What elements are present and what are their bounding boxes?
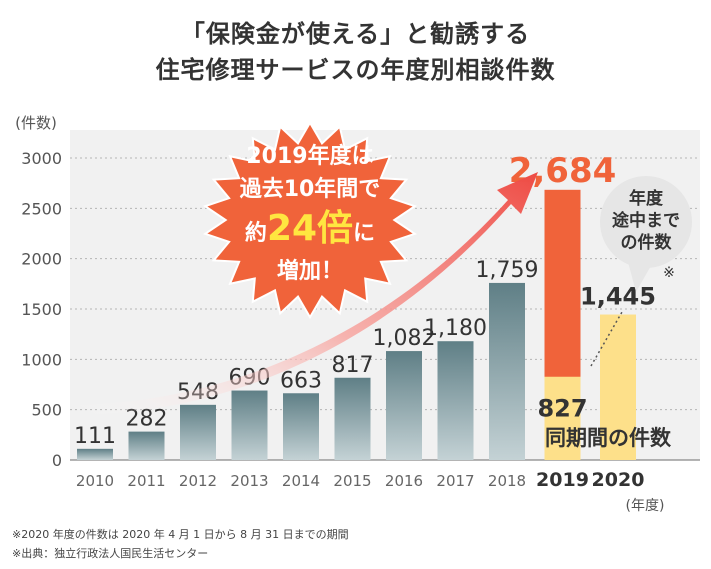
bar-2014 bbox=[283, 393, 319, 460]
bubble-line3: の件数 bbox=[621, 232, 673, 253]
partial-year-bubble: 年度 途中まで の件数 bbox=[600, 176, 692, 292]
x-tick-label-2015: 2015 bbox=[333, 472, 371, 490]
value-label-2014: 663 bbox=[280, 368, 322, 393]
x-tick-label-2020: 2020 bbox=[592, 469, 645, 491]
footnote-period: ※2020 年度の件数は 2020 年 4 月 1 日から 8 月 31 日まで… bbox=[12, 528, 349, 541]
x-tick-label-2011: 2011 bbox=[127, 472, 165, 490]
y-tick-label: 3000 bbox=[21, 149, 62, 168]
starburst-callout bbox=[202, 120, 418, 320]
chart-title-line1: 「保険金が使える」と勧誘する bbox=[180, 20, 531, 48]
y-tick-label: 2000 bbox=[21, 250, 62, 269]
x-tick-label-2019: 2019 bbox=[536, 469, 589, 491]
bar-2010 bbox=[77, 448, 113, 460]
y-tick-label: 1000 bbox=[21, 350, 62, 369]
value-label-2020: 1,445 bbox=[580, 283, 656, 311]
y-tick-label: 500 bbox=[31, 401, 62, 420]
svg-text:約24倍に: 約24倍に bbox=[245, 208, 375, 249]
x-tick-label-2010: 2010 bbox=[76, 472, 114, 490]
bar-2013 bbox=[231, 390, 268, 460]
value-label-2018: 1,759 bbox=[476, 258, 539, 283]
x-tick-label-2013: 2013 bbox=[230, 472, 268, 490]
footnote-source: ※出典：独立行政法人国民生活センター bbox=[12, 547, 209, 560]
value-label-2016: 1,082 bbox=[373, 326, 436, 351]
same-period-label: 同期間の件数 bbox=[545, 426, 672, 450]
y-tick-label: 0 bbox=[52, 451, 62, 470]
x-tick-label-2012: 2012 bbox=[179, 472, 217, 490]
burst-line1: 2019年度は bbox=[246, 143, 373, 169]
bars-layer: 1112010282201154820126902013663201481720… bbox=[74, 151, 656, 491]
chart-title-line2: 住宅修理サービスの年度別相談件数 bbox=[155, 56, 556, 84]
burst-line3-highlight: 24倍 bbox=[267, 208, 353, 249]
burst-line2: 過去10年間で bbox=[240, 176, 381, 202]
burst-line3-prefix: 約 bbox=[245, 220, 267, 246]
value-label-2015: 817 bbox=[332, 353, 374, 378]
bar-2011 bbox=[128, 431, 165, 460]
y-axis-title: (件数) bbox=[15, 114, 57, 132]
x-axis-unit: (年度) bbox=[626, 498, 665, 514]
bar-2016 bbox=[386, 351, 422, 460]
x-tick-label-2018: 2018 bbox=[488, 472, 526, 490]
bar-2012 bbox=[180, 404, 216, 460]
y-tick-label: 1500 bbox=[21, 300, 62, 319]
x-tick-label-2014: 2014 bbox=[282, 472, 320, 490]
x-tick-label-2016: 2016 bbox=[385, 472, 423, 490]
bar-2019-same-period bbox=[544, 376, 581, 460]
note-marker-2020: ※ bbox=[663, 265, 675, 281]
value-label-2019-same-period: 827 bbox=[537, 395, 587, 423]
x-tick-label-2017: 2017 bbox=[436, 472, 474, 490]
burst-line4: 増加！ bbox=[277, 258, 343, 284]
bar-2018 bbox=[489, 282, 525, 460]
comparison-connector bbox=[590, 311, 623, 367]
bar-2015 bbox=[334, 377, 371, 460]
y-tick-label: 2500 bbox=[21, 199, 62, 218]
bar-2017 bbox=[437, 341, 474, 460]
bubble-line1: 年度 bbox=[629, 188, 664, 209]
value-label-2010: 111 bbox=[74, 424, 116, 449]
bubble-line2: 途中まで bbox=[612, 210, 680, 231]
burst-line3-suffix: に bbox=[353, 221, 375, 246]
value-label-2017: 1,180 bbox=[424, 316, 487, 341]
grid-lines: 0 500 1000 1500 2000 2500 3000 bbox=[21, 149, 700, 470]
